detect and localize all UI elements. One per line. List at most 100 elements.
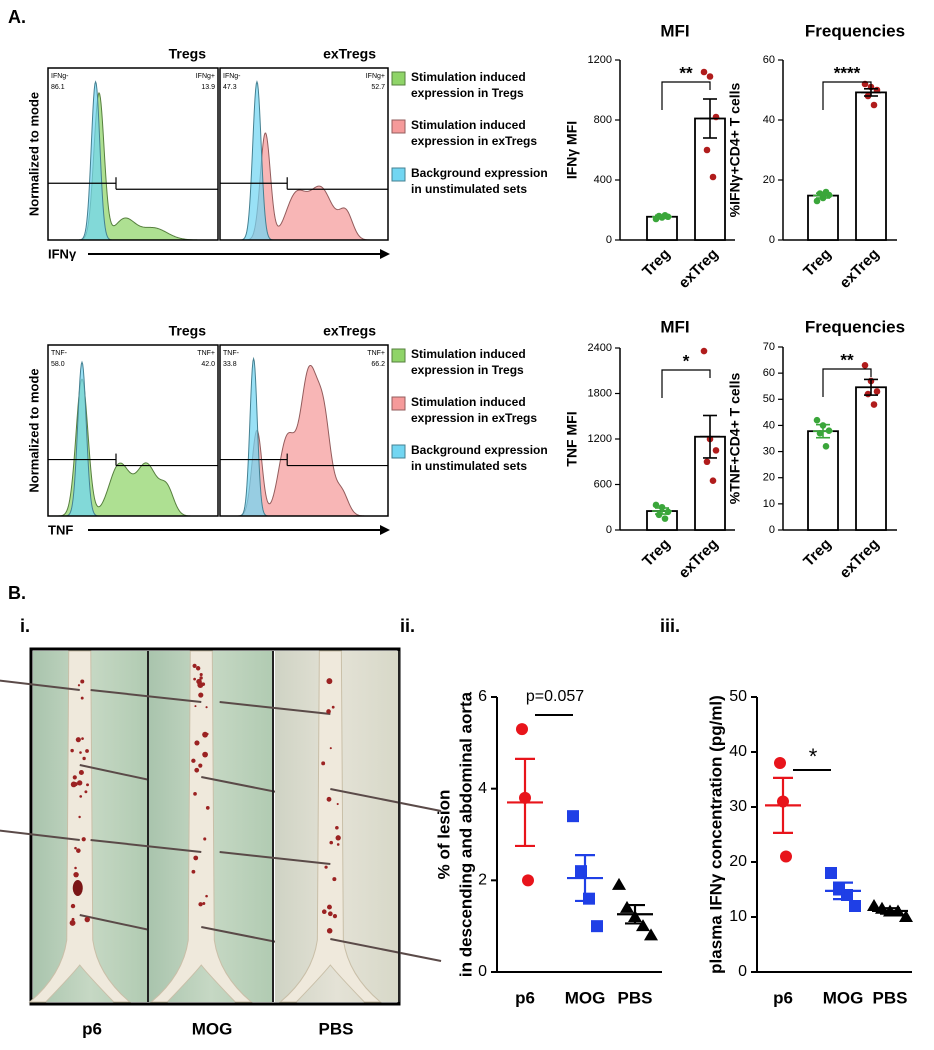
x-tick-label: Treg <box>800 536 834 570</box>
data-point <box>780 850 792 863</box>
lesion-spot <box>77 781 81 785</box>
panel-label: iii. <box>660 616 680 636</box>
y-axis-label: %IFNγ+CD4+ T cells <box>727 82 743 217</box>
lesion-spot <box>74 866 77 870</box>
y-tick-label: 1800 <box>588 387 612 399</box>
gate-label: IFNg- <box>223 73 241 80</box>
significance-bracket <box>661 81 711 110</box>
legend-label: Stimulation induced <box>411 347 526 361</box>
data-point <box>870 401 878 408</box>
data-point <box>700 68 708 76</box>
legend-swatch <box>391 119 406 134</box>
significance-label: ** <box>840 350 854 369</box>
lesion-spot <box>191 869 196 874</box>
histogram-curve <box>220 364 388 517</box>
gate-label: TNF+ <box>197 350 215 357</box>
y-tick-label: 0 <box>769 524 775 536</box>
x-tick-label: MOG <box>565 988 606 1007</box>
data-point <box>703 458 711 466</box>
panel-title: Tregs <box>169 323 207 339</box>
plot-box <box>219 344 389 517</box>
chart-title: Frequencies <box>805 21 905 40</box>
x-tick-label: Treg <box>639 246 673 280</box>
y-tick-label: 2400 <box>588 342 612 354</box>
lesion-spot <box>331 705 335 709</box>
legend-swatch <box>391 167 406 182</box>
y-axis-label: % of lesion <box>434 790 453 880</box>
y-tick-label: 0 <box>478 963 487 980</box>
y-tick-label: 10 <box>763 498 775 510</box>
data-point <box>516 723 528 736</box>
panel-title: exTregs <box>323 323 376 339</box>
legend-label: Background expression <box>411 443 548 457</box>
data-point <box>522 874 534 887</box>
y-tick-label: 20 <box>763 174 775 186</box>
data-point <box>899 910 913 922</box>
y-tick-label: 30 <box>729 798 747 815</box>
y-tick-label: 30 <box>763 445 775 457</box>
x-tick-label: p6 <box>773 988 793 1007</box>
lesion-spot <box>81 737 84 740</box>
pin <box>90 839 202 853</box>
significance-bracket <box>822 368 872 397</box>
x-tick-label: p6 <box>515 988 535 1007</box>
lesion-spot <box>70 903 76 909</box>
x-tick-label: MOG <box>823 988 864 1007</box>
panel-label: A. <box>8 7 26 27</box>
y-tick-label: 1200 <box>588 433 612 445</box>
gate-label: TNF- <box>51 350 68 357</box>
legend-swatch <box>391 348 406 363</box>
lesion-spot <box>203 837 207 841</box>
chart-title: Frequencies <box>805 317 905 336</box>
x-tick-label: Treg <box>800 246 834 280</box>
aorta <box>149 650 253 1003</box>
gate-percent: 47.3 <box>223 84 237 91</box>
lesion-spot <box>80 696 84 700</box>
lesion-spot <box>193 792 197 796</box>
y-tick-label: 20 <box>729 853 747 870</box>
lesion-spot <box>205 706 208 709</box>
arrow-head <box>380 525 390 535</box>
legend-swatch <box>391 444 406 459</box>
data-point <box>703 146 711 154</box>
lesion-spot <box>198 692 204 698</box>
lesion-spot <box>85 749 89 753</box>
lesion-spot <box>202 902 206 905</box>
data-point <box>567 810 579 823</box>
aorta-photos <box>0 647 442 1006</box>
y-tick-label: 50 <box>763 393 775 405</box>
pin <box>219 851 331 865</box>
lesion-spot <box>335 825 339 830</box>
gate-percent: 52.7 <box>371 84 385 91</box>
lesion-spot <box>70 781 77 788</box>
lesion-spot <box>329 747 332 750</box>
lesion-spot <box>72 880 83 896</box>
lesion-spot <box>73 871 79 878</box>
data-point <box>700 347 708 355</box>
data-point <box>813 197 821 205</box>
data-point <box>822 443 830 450</box>
y-tick-label: 400 <box>594 174 612 186</box>
panel-title: Tregs <box>169 46 207 62</box>
legend-label: Stimulation induced <box>411 395 526 409</box>
y-tick-label: 0 <box>769 234 775 246</box>
chart-title: MFI <box>660 317 689 336</box>
y-tick-label: 20 <box>763 472 775 484</box>
lesion-spot <box>327 911 333 917</box>
pin <box>330 788 442 812</box>
data-point <box>870 101 878 109</box>
lesion-spot <box>332 914 338 919</box>
lesion-spot <box>79 751 82 754</box>
y-tick-label: 50 <box>729 688 747 705</box>
x-tick-label: exTreg <box>675 246 721 292</box>
lesion-spot <box>202 731 208 738</box>
plot-box <box>219 67 389 241</box>
data-point <box>861 362 869 369</box>
data-point <box>825 867 837 879</box>
chart-title: MFI <box>660 21 689 40</box>
lesion-spot <box>72 775 77 780</box>
gate-label: IFNg+ <box>196 73 215 80</box>
legend-label: in unstimulated sets <box>411 182 527 196</box>
y-tick-label: 10 <box>729 908 747 925</box>
